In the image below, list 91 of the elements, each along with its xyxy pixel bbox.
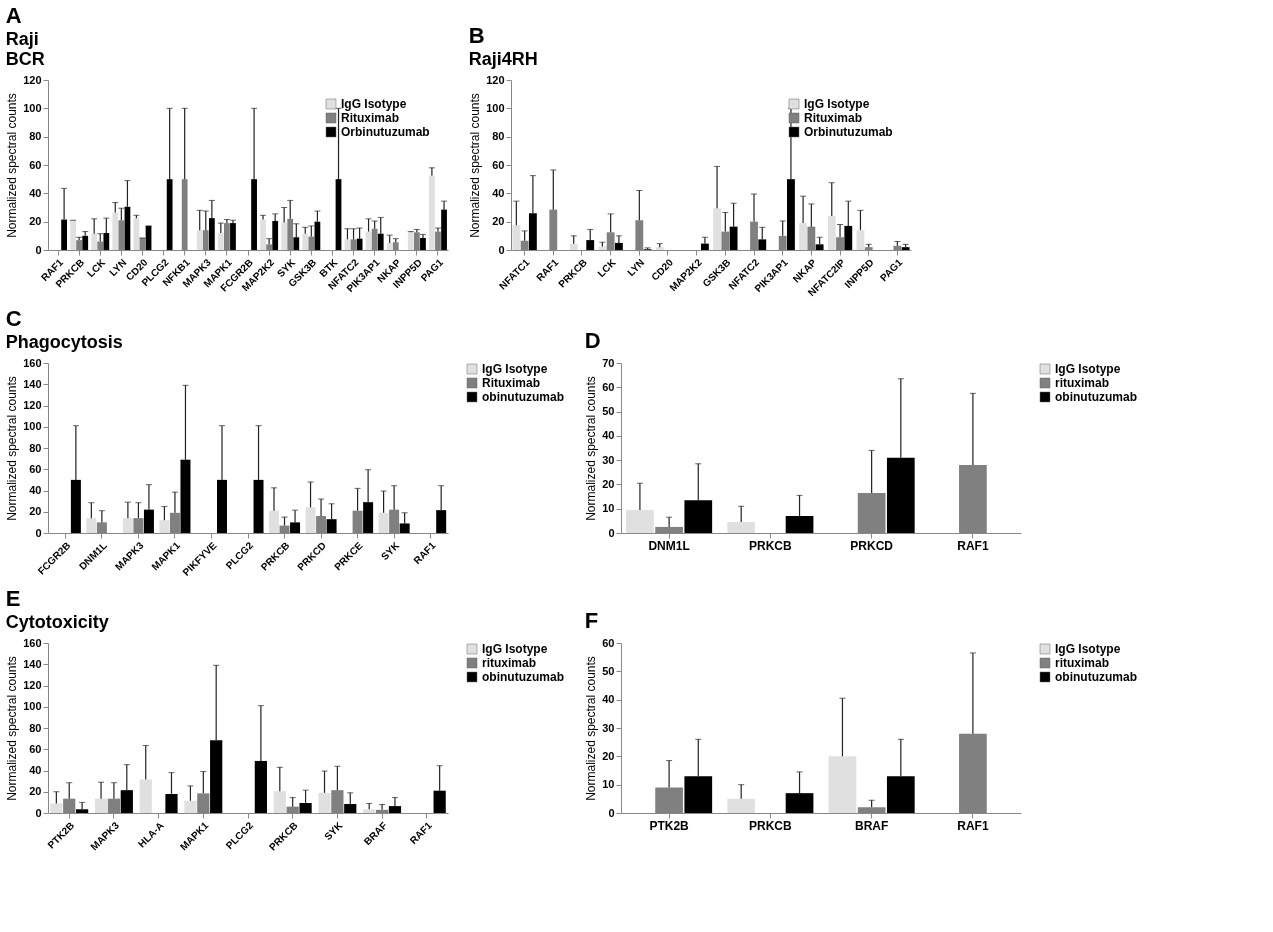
y-tick-label: 40 (29, 186, 42, 199)
y-axis-title: Normalized spectral counts (5, 376, 20, 521)
chart-title: B (468, 23, 485, 48)
y-tick-label: 80 (29, 721, 42, 734)
y-tick-label: 40 (492, 186, 505, 199)
y-tick-label: 60 (29, 742, 42, 755)
x-tick-label: RAF1 (957, 818, 989, 833)
x-tick-label: PTK2B (649, 818, 690, 833)
chart-title: E (5, 586, 21, 611)
text: Raji (5, 29, 39, 49)
x-tick-label: PRKCB (749, 538, 793, 553)
y-axis-title: Normalized spectral counts (584, 376, 599, 521)
legend-label: obinutuzumab (1055, 670, 1137, 684)
y-tick-label: 20 (29, 785, 42, 798)
y-tick-label: 60 (29, 158, 42, 171)
x-tick-label: PRKCB (749, 818, 793, 833)
y-tick-label: 40 (29, 764, 42, 776)
y-tick-label: 140 (23, 657, 42, 670)
legend-label: IgG Isotype (1055, 362, 1121, 376)
y-tick-label: 0 (498, 243, 505, 256)
chart-title: A (5, 3, 22, 28)
text: Raji4RH (468, 49, 538, 69)
y-tick-label: 0 (608, 806, 615, 819)
chart-title: C (5, 306, 22, 331)
y-tick-label: 20 (602, 477, 615, 490)
y-tick-label: 50 (602, 664, 615, 677)
legend-label: obinutuzumab (1055, 390, 1137, 404)
legend-label: Orbinutuzumab (804, 125, 893, 139)
y-tick-label: 0 (35, 243, 42, 256)
y-tick-label: 100 (23, 101, 42, 114)
y-tick-label: 70 (602, 356, 615, 369)
y-axis-title: Normalized spectral counts (5, 93, 20, 238)
x-tick-label: PRKCD (850, 538, 894, 553)
y-tick-label: 50 (602, 405, 615, 418)
y-tick-label: 30 (602, 721, 615, 734)
legend-label: IgG Isotype (482, 362, 548, 376)
legend-label: IgG Isotype (482, 642, 548, 656)
legend-label: rituximab (1055, 376, 1110, 390)
legend-label: IgG Isotype (1055, 642, 1121, 656)
y-tick-label: 20 (492, 215, 505, 228)
y-axis-title: Normalized spectral counts (584, 656, 599, 801)
y-tick-label: 20 (29, 505, 42, 518)
y-tick-label: 60 (602, 636, 615, 649)
y-axis-title: Normalized spectral counts (468, 93, 483, 238)
y-tick-label: 120 (486, 73, 505, 86)
x-tick-label: RAF1 (957, 538, 989, 553)
text: Cytotoxicity (5, 612, 109, 632)
y-tick-label: 140 (23, 377, 42, 390)
x-tick-label: LYN (625, 256, 647, 279)
y-tick-label: 100 (23, 420, 42, 433)
y-tick-label: 20 (602, 749, 615, 762)
legend-label: IgG Isotype (804, 97, 870, 111)
y-tick-label: 120 (23, 73, 42, 86)
y-tick-label: 120 (23, 679, 42, 691)
y-axis-title: Normalized spectral counts (5, 656, 20, 801)
chart-title: D (584, 328, 601, 353)
legend-label: obinutuzumab (482, 390, 564, 404)
y-tick-label: 40 (602, 693, 615, 706)
legend-label: Rituximab (482, 376, 541, 390)
y-tick-label: 160 (23, 636, 42, 649)
legend-label: Rituximab (341, 111, 400, 125)
y-tick-label: 20 (29, 215, 42, 228)
legend-label: Rituximab (804, 111, 863, 125)
legend-label: Orbinutuzumab (341, 125, 430, 139)
y-tick-label: 60 (492, 158, 505, 171)
y-tick-label: 30 (602, 453, 615, 466)
text: Phagocytosis (5, 332, 123, 352)
text: BCR (5, 49, 45, 69)
y-tick-label: 160 (23, 356, 42, 369)
y-tick-label: 40 (29, 484, 42, 496)
y-tick-label: 10 (602, 502, 615, 515)
x-tick-label: DNM1L (648, 538, 690, 553)
chart-title: F (584, 608, 599, 633)
y-tick-label: 60 (602, 380, 615, 393)
y-tick-label: 0 (608, 526, 615, 539)
y-tick-label: 80 (492, 130, 505, 143)
y-tick-label: 80 (29, 130, 42, 143)
y-tick-label: 80 (29, 441, 42, 454)
legend-label: IgG Isotype (341, 97, 407, 111)
y-tick-label: 120 (23, 399, 42, 411)
y-tick-label: 100 (23, 700, 42, 713)
y-tick-label: 100 (486, 101, 505, 114)
legend-label: rituximab (482, 656, 537, 670)
y-tick-label: 60 (29, 462, 42, 475)
y-tick-label: 0 (35, 526, 42, 539)
y-tick-label: 40 (602, 429, 615, 442)
y-tick-label: 0 (35, 806, 42, 819)
legend-label: obinutuzumab (482, 670, 564, 684)
y-tick-label: 10 (602, 778, 615, 791)
x-tick-label: BRAF (854, 818, 889, 833)
legend-label: rituximab (1055, 656, 1110, 670)
